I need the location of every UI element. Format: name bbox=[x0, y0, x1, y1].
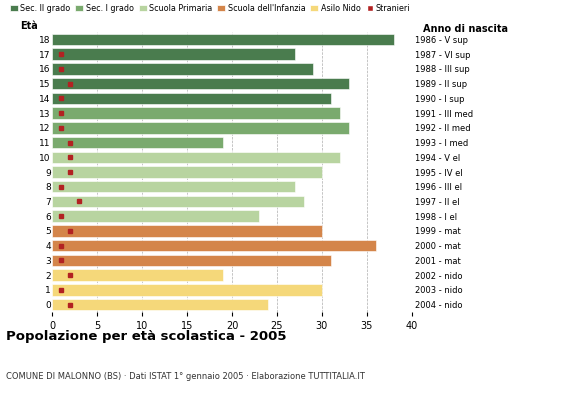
Bar bbox=[52, 137, 223, 148]
Bar bbox=[52, 152, 340, 163]
Text: COMUNE DI MALONNO (BS) · Dati ISTAT 1° gennaio 2005 · Elaborazione TUTTITALIA.IT: COMUNE DI MALONNO (BS) · Dati ISTAT 1° g… bbox=[6, 372, 365, 381]
Text: Anno di nascita: Anno di nascita bbox=[423, 24, 509, 34]
Bar bbox=[52, 255, 331, 266]
Bar bbox=[52, 299, 268, 310]
Bar bbox=[52, 284, 322, 296]
Bar bbox=[52, 34, 394, 45]
Bar bbox=[52, 181, 295, 192]
Text: Età: Età bbox=[20, 22, 38, 32]
Bar bbox=[52, 122, 349, 134]
Bar bbox=[52, 270, 223, 281]
Bar bbox=[52, 78, 349, 89]
Bar bbox=[52, 225, 322, 237]
Bar bbox=[52, 92, 331, 104]
Text: Popolazione per età scolastica - 2005: Popolazione per età scolastica - 2005 bbox=[6, 330, 287, 343]
Bar bbox=[52, 166, 322, 178]
Bar bbox=[52, 107, 340, 119]
Bar bbox=[52, 48, 295, 60]
Bar bbox=[52, 240, 376, 252]
Bar bbox=[52, 210, 259, 222]
Bar bbox=[52, 63, 313, 74]
Bar bbox=[52, 196, 304, 207]
Legend: Sec. II grado, Sec. I grado, Scuola Primaria, Scuola dell'Infanzia, Asilo Nido, : Sec. II grado, Sec. I grado, Scuola Prim… bbox=[10, 4, 411, 13]
